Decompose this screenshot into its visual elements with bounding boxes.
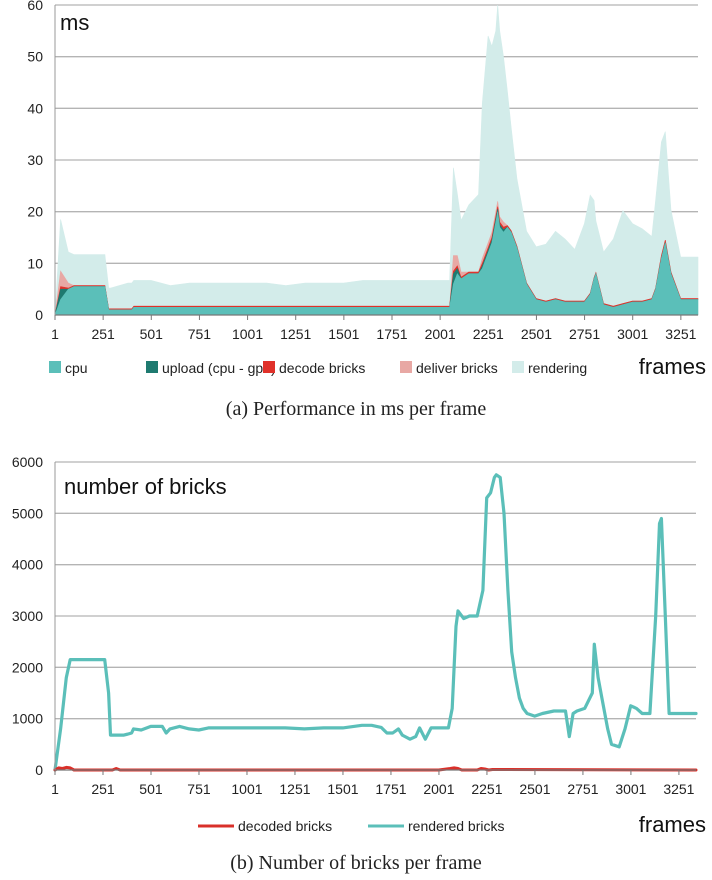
x-tick-label: 2501 bbox=[521, 326, 552, 342]
grid-lines bbox=[55, 4, 698, 264]
y-tick-label: 0 bbox=[35, 307, 43, 323]
grid-lines bbox=[55, 461, 696, 720]
legend-swatch bbox=[512, 361, 524, 373]
x-tick-label: 1 bbox=[51, 326, 59, 342]
axes bbox=[54, 462, 696, 775]
line-rendered-bricks bbox=[53, 473, 698, 772]
legend-swatch bbox=[146, 361, 158, 373]
x-tick-label: 3251 bbox=[663, 781, 694, 797]
stacked-areas bbox=[54, 4, 699, 316]
legend-label: rendered bricks bbox=[408, 818, 505, 834]
x-tick-labels: 1 251 501 751 1001 1251 1501 1751 2001 2251 2501 27… bbox=[51, 326, 697, 342]
x-tick-label: 3001 bbox=[615, 781, 646, 797]
legend-item: decoded bricks bbox=[198, 818, 332, 834]
legend-label: cpu bbox=[65, 360, 88, 376]
y-tick-label: 60 bbox=[27, 0, 43, 13]
x-tick-label: 1501 bbox=[328, 326, 359, 342]
inner-label: ms bbox=[60, 10, 89, 35]
legend-label: decode bricks bbox=[279, 360, 365, 376]
y-tick-label: 0 bbox=[35, 762, 43, 778]
x-axis-label: frames bbox=[639, 812, 706, 837]
legend-item: deliver bricks bbox=[400, 360, 498, 376]
x-tick-label: 1501 bbox=[327, 781, 358, 797]
legend: cpu upload (cpu - gpu) decode bricks delive… bbox=[49, 360, 587, 376]
y-tick-label: 2000 bbox=[12, 659, 43, 675]
y-tick-label: 1000 bbox=[12, 711, 43, 727]
x-tick-label: 1001 bbox=[232, 326, 263, 342]
legend-item: rendered bricks bbox=[368, 818, 505, 834]
x-tick-label: 1251 bbox=[279, 781, 310, 797]
y-tick-label: 50 bbox=[27, 49, 43, 65]
y-tick-label: 6000 bbox=[12, 454, 43, 470]
y-tick-label: 30 bbox=[27, 152, 43, 168]
x-tick-label: 3001 bbox=[617, 326, 648, 342]
legend-item: rendering bbox=[512, 360, 587, 376]
y-tick-labels: 0 10 20 30 40 50 60 bbox=[27, 0, 43, 323]
legend-label: rendering bbox=[528, 360, 587, 376]
legend-label: upload (cpu - gpu) bbox=[162, 360, 276, 376]
x-tick-label: 751 bbox=[187, 781, 211, 797]
x-tick-label: 2251 bbox=[473, 326, 504, 342]
x-tick-label: 2501 bbox=[519, 781, 550, 797]
y-tick-label: 3000 bbox=[12, 608, 43, 624]
y-tick-labels: 0 1000 2000 3000 4000 5000 6000 bbox=[12, 454, 43, 778]
inner-label: number of bricks bbox=[64, 474, 227, 499]
legend-swatch bbox=[263, 361, 275, 373]
legend-label: decoded bricks bbox=[238, 818, 332, 834]
x-tick-label: 1751 bbox=[375, 781, 406, 797]
x-axis-label: frames bbox=[639, 354, 706, 379]
legend-item: decode bricks bbox=[263, 360, 365, 376]
y-tick-label: 40 bbox=[27, 100, 43, 116]
x-tick-labels: 1 251 501 751 1001 1251 1501 1751 2001 2251 2501 27… bbox=[51, 781, 695, 797]
y-tick-label: 4000 bbox=[12, 557, 43, 573]
x-tick-label: 1 bbox=[51, 781, 59, 797]
y-tick-label: 10 bbox=[27, 255, 43, 271]
x-tick-label: 501 bbox=[140, 326, 164, 342]
x-tick-label: 251 bbox=[91, 781, 115, 797]
caption-a: (a) Performance in ms per frame bbox=[225, 398, 487, 420]
x-tick-label: 251 bbox=[91, 326, 115, 342]
x-tick-label: 3251 bbox=[665, 326, 696, 342]
legend-item: cpu bbox=[49, 360, 88, 376]
y-tick-label: 20 bbox=[27, 204, 43, 220]
x-tick-label: 1251 bbox=[280, 326, 311, 342]
series-lines bbox=[53, 473, 698, 772]
x-tick-label: 2251 bbox=[471, 781, 502, 797]
x-tick-label: 2001 bbox=[425, 326, 456, 342]
x-tick-label: 2751 bbox=[567, 781, 598, 797]
x-tick-label: 2001 bbox=[423, 781, 454, 797]
legend-swatch bbox=[49, 361, 61, 373]
x-tick-label: 1751 bbox=[376, 326, 407, 342]
legend-item: upload (cpu - gpu) bbox=[146, 360, 276, 376]
x-tick-label: 1001 bbox=[231, 781, 262, 797]
y-tick-label: 5000 bbox=[12, 505, 43, 521]
x-tick-label: 501 bbox=[139, 781, 163, 797]
legend: decoded bricks rendered bricks bbox=[198, 818, 505, 834]
x-tick-label: 751 bbox=[188, 326, 212, 342]
x-tick-label: 2751 bbox=[569, 326, 600, 342]
caption-b: (b) Number of bricks per frame bbox=[230, 852, 482, 874]
legend-label: deliver bricks bbox=[416, 360, 498, 376]
axes bbox=[54, 5, 698, 320]
legend-swatch bbox=[400, 361, 412, 373]
